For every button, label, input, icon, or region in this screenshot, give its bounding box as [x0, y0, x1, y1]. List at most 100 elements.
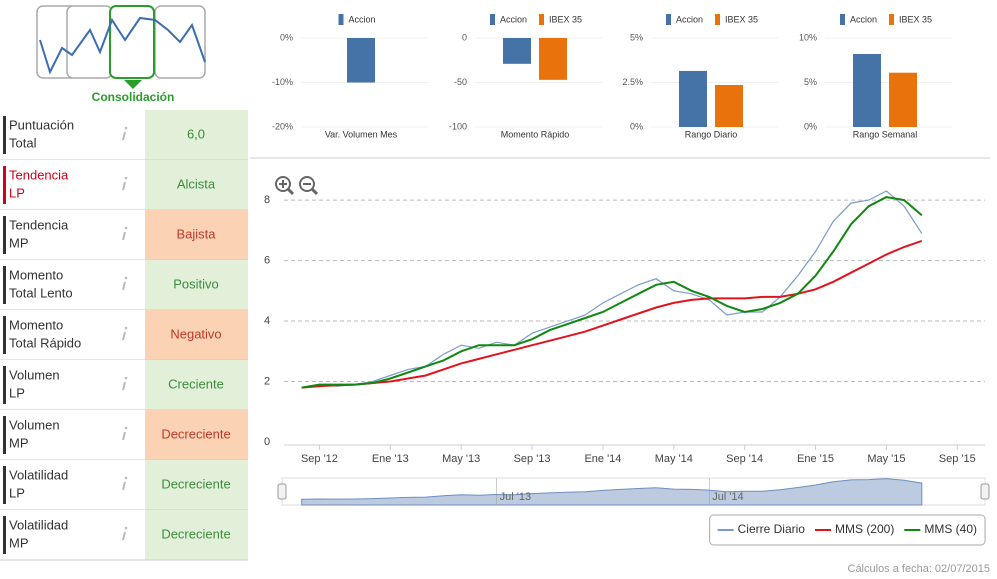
- y-tick-label: 10%: [799, 32, 817, 42]
- indicator-value: Decreciente: [161, 476, 230, 491]
- label-cell: [0, 510, 145, 560]
- info-icon: [122, 281, 126, 291]
- y-tick-label: -10%: [272, 77, 293, 87]
- row-marker: [3, 166, 6, 204]
- legend-swatch: [889, 14, 895, 25]
- indicator-label: MP: [9, 535, 29, 550]
- indicator-value: Negativo: [170, 326, 221, 341]
- legend-swatch: [666, 14, 671, 25]
- line-series: [301, 190, 923, 389]
- legend-label: Accion: [850, 14, 877, 24]
- navigator-area: [301, 478, 923, 506]
- row-marker: [3, 366, 6, 404]
- indicator-value: Positivo: [173, 276, 219, 291]
- zoom-in[interactable]: [275, 176, 295, 196]
- indicator-label: Volumen: [9, 417, 60, 432]
- legend-swatch: [539, 14, 545, 25]
- y-tick-label: 6: [264, 254, 270, 266]
- value-cell: [145, 210, 248, 260]
- legend-box: [709, 514, 986, 546]
- y-tick-label: 0%: [630, 121, 643, 131]
- info-icon: [122, 231, 126, 241]
- info-icon-dot: [124, 526, 128, 530]
- y-tick-label: 2: [264, 375, 270, 387]
- info-icon: [122, 531, 126, 541]
- label-cell: [0, 260, 145, 310]
- x-axis-label: Var. Volumen Mes: [325, 129, 398, 139]
- y-tick-label: 8: [264, 194, 270, 206]
- indicator-label: MP: [9, 435, 29, 450]
- row-marker: [3, 516, 6, 554]
- info-icon: [122, 481, 126, 491]
- label-cell: [0, 110, 145, 160]
- y-tick-label: 4: [264, 315, 270, 327]
- indicator-label: Momento: [9, 267, 63, 282]
- indicator-label: Volatilidad: [9, 467, 68, 482]
- indicator-label: Tendencia: [9, 167, 69, 182]
- indicator-label: LP: [9, 485, 25, 500]
- bar: [503, 38, 531, 64]
- value-cell: [145, 410, 248, 460]
- x-tick-label: May '14: [655, 453, 693, 465]
- info-icon: [122, 381, 126, 391]
- x-tick-label: Ene '15: [797, 453, 834, 465]
- bar: [347, 38, 375, 83]
- navigator-tick-label: Jul '13: [500, 491, 531, 503]
- info-icon-dot: [124, 126, 128, 130]
- bar: [679, 70, 707, 127]
- bar: [715, 84, 743, 127]
- x-axis-label: Rango Diario: [685, 129, 738, 139]
- bar: [539, 38, 567, 80]
- y-tick-label: 0: [462, 32, 467, 42]
- row-marker: [3, 416, 6, 454]
- indicator-label: Volumen: [9, 367, 60, 382]
- line-series: [301, 196, 923, 389]
- legend-swatch: [840, 14, 845, 25]
- y-tick-label: 2.5%: [622, 77, 643, 87]
- y-tick-label: -20%: [272, 121, 293, 131]
- value-cell: [145, 360, 248, 410]
- row-marker: [3, 116, 6, 154]
- indicator-value: Bajista: [176, 226, 216, 241]
- legend-label: MMS (200): [835, 522, 894, 536]
- legend-label: IBEX 35: [899, 14, 932, 24]
- y-tick-label: 0%: [280, 32, 293, 42]
- legend-swatch: [338, 14, 344, 25]
- y-tick-label: -100: [449, 121, 467, 131]
- indicator-label: Tendencia: [9, 217, 69, 232]
- label-cell: [0, 410, 145, 460]
- legend-swatch: [715, 14, 721, 25]
- indicator-label: MP: [9, 235, 29, 250]
- navigator-tick-label: Jul '14: [712, 491, 743, 503]
- line-series: [301, 239, 923, 389]
- indicator-value: Alcista: [177, 176, 216, 191]
- indicator-value: Decreciente: [161, 526, 230, 541]
- info-icon-dot: [124, 376, 128, 380]
- legend-label: Accion: [500, 14, 527, 24]
- indicator-label: LP: [9, 185, 25, 200]
- y-tick-label: 5%: [804, 77, 817, 87]
- value-cell: [145, 510, 248, 560]
- indicator-label: Total: [9, 135, 37, 150]
- legend-label: Accion: [676, 14, 703, 24]
- info-icon: [122, 181, 126, 191]
- pattern-label: Consolidación: [92, 90, 175, 104]
- indicator-label: Total Lento: [9, 285, 73, 300]
- navigator-handle[interactable]: [980, 483, 990, 500]
- label-cell: [0, 360, 145, 410]
- indicator-value: Creciente: [168, 376, 224, 391]
- value-cell: [145, 460, 248, 510]
- navigator-handle[interactable]: [277, 483, 287, 500]
- bar: [853, 54, 881, 127]
- info-icon-dot: [124, 176, 128, 180]
- indicator-label: Volatilidad: [9, 517, 68, 532]
- x-tick-label: Sep '12: [301, 453, 338, 465]
- legend-label: Cierre Diario: [738, 522, 806, 536]
- zoom-out[interactable]: [299, 176, 319, 196]
- indicator-value: 6,0: [187, 126, 205, 141]
- y-tick-label: -50: [454, 77, 467, 87]
- row-marker: [3, 466, 6, 504]
- x-tick-label: Ene '14: [584, 453, 621, 465]
- pattern-icon: [36, 5, 206, 89]
